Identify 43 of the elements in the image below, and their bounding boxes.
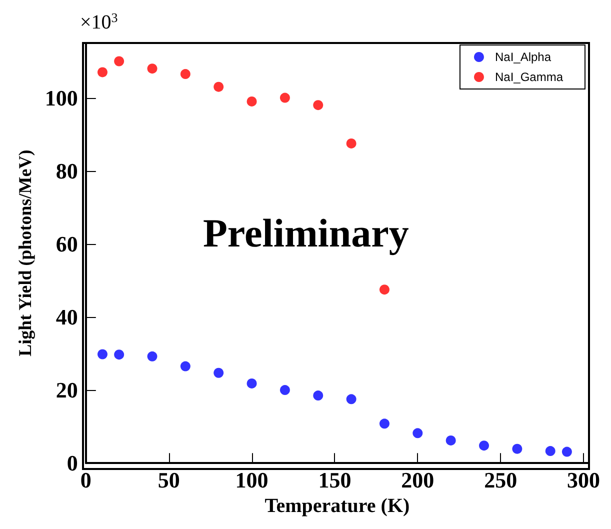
point bbox=[280, 385, 290, 396]
annotation: Preliminary bbox=[203, 210, 409, 256]
x-axis-title: Temperature (K) bbox=[264, 495, 410, 517]
point bbox=[246, 378, 257, 388]
point bbox=[313, 390, 324, 401]
point bbox=[147, 64, 158, 74]
y-tick-label: 20 bbox=[56, 378, 78, 403]
point bbox=[313, 100, 324, 110]
point bbox=[114, 56, 124, 66]
point bbox=[446, 435, 456, 446]
point bbox=[412, 428, 423, 438]
point bbox=[180, 361, 190, 372]
point bbox=[545, 446, 556, 456]
point bbox=[214, 368, 224, 378]
point bbox=[180, 69, 190, 80]
y-tick-label: 60 bbox=[56, 231, 78, 256]
x-tick-label: 100 bbox=[235, 468, 268, 493]
point bbox=[346, 394, 356, 404]
point bbox=[562, 446, 572, 457]
point bbox=[147, 351, 158, 362]
point bbox=[379, 418, 390, 429]
x-tick-label: 200 bbox=[401, 468, 434, 493]
point bbox=[346, 138, 356, 148]
point bbox=[98, 349, 108, 360]
x-tick-label: 300 bbox=[567, 468, 600, 493]
legend-label: NaI_Gamma bbox=[494, 70, 564, 84]
point bbox=[479, 440, 490, 451]
y-tick-label: 40 bbox=[56, 304, 78, 330]
point bbox=[280, 92, 290, 103]
point bbox=[246, 96, 257, 106]
point bbox=[512, 444, 522, 454]
y-tick-label: 80 bbox=[56, 158, 78, 184]
x-tick-label: 250 bbox=[484, 468, 518, 493]
point bbox=[114, 350, 124, 360]
y-tick-label: 100 bbox=[44, 85, 78, 110]
legend-label: NaI_Alpha bbox=[494, 50, 552, 64]
point bbox=[214, 82, 224, 92]
point bbox=[379, 284, 390, 295]
y-axis-title: Light Yield (photons/MeV) bbox=[15, 150, 35, 356]
x-tick-label: 50 bbox=[158, 468, 180, 493]
y-tick-label: 0 bbox=[66, 450, 78, 476]
x-tick-label: 150 bbox=[318, 468, 352, 493]
point bbox=[98, 67, 108, 78]
